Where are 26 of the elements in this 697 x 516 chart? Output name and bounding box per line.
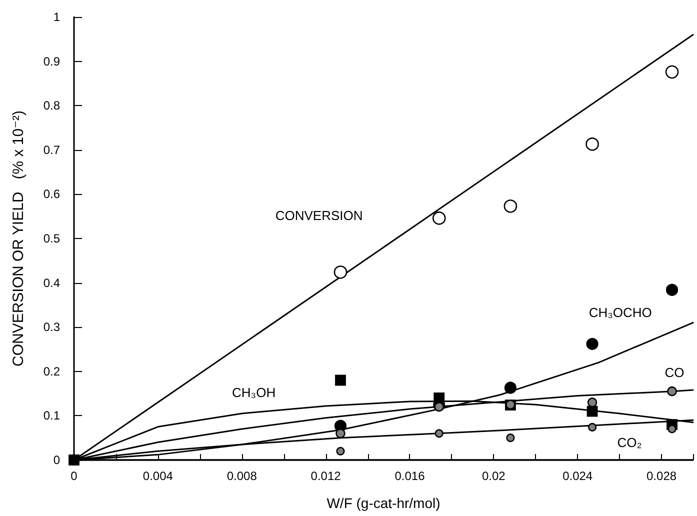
- x-tick-label: 0.024: [562, 469, 593, 483]
- y-tick-label: 0.8: [43, 98, 60, 113]
- x-tick-label: 0.02: [482, 469, 506, 483]
- x-axis-title: W/F (g-cat-hr/mol): [326, 495, 440, 511]
- y-tick-label: 0.9: [43, 54, 60, 68]
- x-tick-label: 0.016: [394, 469, 426, 483]
- x-tick-label: 0.004: [142, 469, 174, 483]
- annotation: CH₃OH: [232, 385, 276, 400]
- y-tick-label: 0.1: [43, 408, 60, 423]
- y-tick-label: 0.3: [43, 320, 60, 334]
- x-tick-label: 0.008: [226, 469, 258, 483]
- annotation: CONVERSION: [275, 208, 363, 223]
- annotation: CH₃OCHO: [588, 304, 652, 320]
- y-tick-label: 0: [53, 453, 60, 467]
- y-tick-label: 0.5: [43, 232, 60, 246]
- x-tick-label: 0.012: [310, 469, 342, 483]
- y-tick-label: 0.7: [43, 142, 60, 157]
- y-tick-label: 0.6: [43, 187, 60, 202]
- y-axis-title: CONVERSION OR YIELD (% x 10⁻²): [10, 110, 27, 367]
- annotation: CO₂: [617, 435, 642, 450]
- y-tick-label: 0.4: [43, 276, 60, 290]
- x-tick-label: 0: [70, 469, 78, 483]
- y-tick-label: 0.2: [43, 364, 60, 378]
- x-tick-label: 0.028: [646, 469, 677, 483]
- annotation: CO: [664, 364, 684, 380]
- y-tick-label: 1: [53, 10, 60, 24]
